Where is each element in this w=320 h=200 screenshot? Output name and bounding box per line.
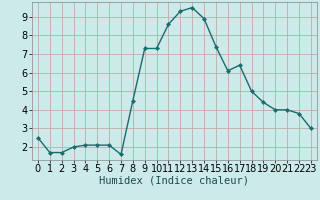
X-axis label: Humidex (Indice chaleur): Humidex (Indice chaleur) bbox=[100, 176, 249, 186]
